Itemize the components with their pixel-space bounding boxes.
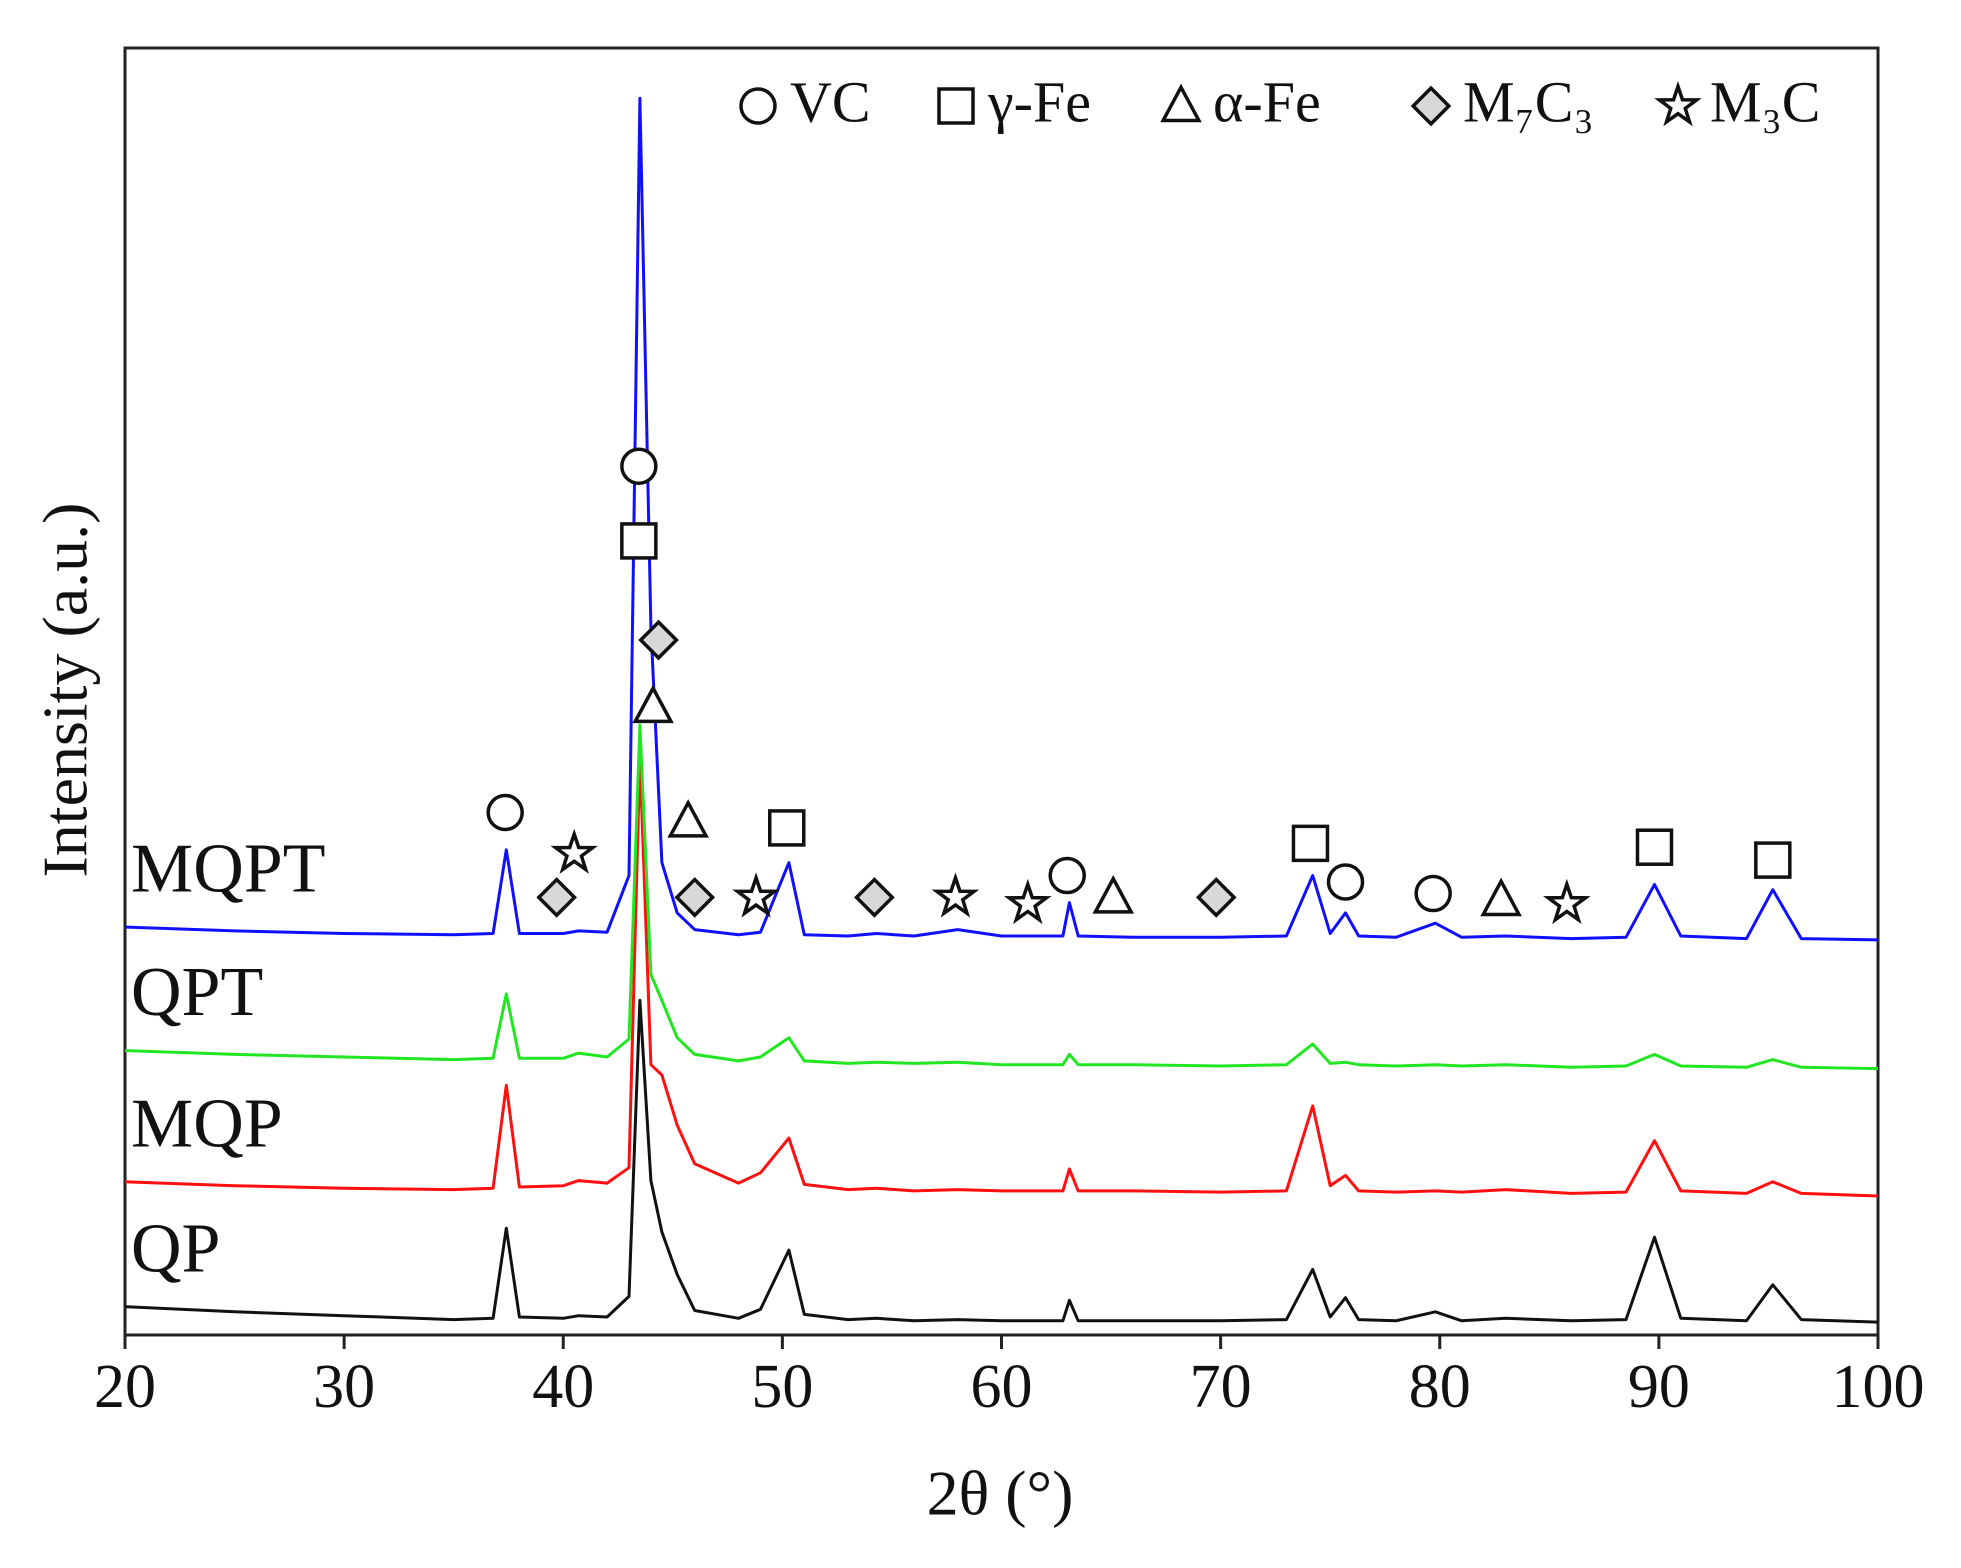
legend-symbol — [739, 87, 777, 125]
plot-frame — [123, 46, 1880, 1337]
legend-symbol — [1160, 83, 1202, 123]
series-line — [124, 754, 1879, 1198]
x-tick-label: 40 — [532, 1353, 594, 1421]
phase-marker — [854, 877, 895, 918]
phase-marker — [1291, 824, 1330, 863]
phase-marker — [550, 828, 599, 874]
phase-marker — [1092, 875, 1135, 914]
phase-marker — [1754, 841, 1792, 879]
phase-marker — [536, 877, 578, 918]
phase-marker — [632, 684, 674, 724]
phase-marker — [732, 872, 780, 918]
phase-marker — [638, 619, 679, 661]
phase-marker — [667, 799, 709, 838]
phase-marker — [1635, 828, 1674, 866]
series-line — [124, 96, 1879, 942]
series-label: MQP — [131, 1085, 283, 1162]
legend-symbol — [937, 87, 975, 125]
y-axis-label: Intensity (a.u.) — [30, 503, 101, 878]
legend-label: M₇C₃ — [1463, 69, 1594, 134]
phase-marker — [674, 877, 716, 918]
series-line — [124, 998, 1879, 1324]
phase-marker — [1048, 856, 1086, 895]
legend-symbol — [1410, 85, 1452, 127]
series-line — [124, 723, 1879, 1071]
phase-marker — [486, 793, 524, 832]
legend-symbol — [1654, 80, 1702, 127]
phase-marker — [620, 447, 658, 486]
x-tick-label: 90 — [1628, 1353, 1690, 1421]
legend-label: γ-Fe — [987, 69, 1091, 134]
x-axis-label: 2θ (°) — [927, 1458, 1074, 1529]
x-tick-label: 70 — [1190, 1353, 1252, 1421]
legend-label: M₃C — [1710, 69, 1820, 134]
series-label: QP — [131, 1210, 220, 1287]
series-label: MQPT — [131, 831, 325, 908]
x-tick-label: 20 — [94, 1353, 156, 1421]
phase-marker — [1480, 877, 1522, 917]
x-tick-label: 60 — [971, 1353, 1033, 1421]
series-label: QPT — [131, 954, 263, 1031]
legend-label: VC — [790, 69, 871, 134]
x-tick-label: 80 — [1409, 1353, 1471, 1421]
phase-marker — [1195, 877, 1237, 918]
phase-marker — [768, 809, 806, 847]
phase-marker — [1003, 878, 1052, 925]
x-tick-label: 50 — [751, 1353, 813, 1421]
phase-marker — [1543, 878, 1591, 925]
phase-marker — [1326, 863, 1365, 901]
legend-label: α-Fe — [1213, 69, 1321, 134]
phase-marker — [931, 872, 980, 918]
phase-marker — [620, 522, 658, 560]
x-tick-label: 30 — [313, 1353, 375, 1421]
x-tick-label: 100 — [1832, 1353, 1925, 1421]
phase-marker — [1414, 874, 1452, 913]
